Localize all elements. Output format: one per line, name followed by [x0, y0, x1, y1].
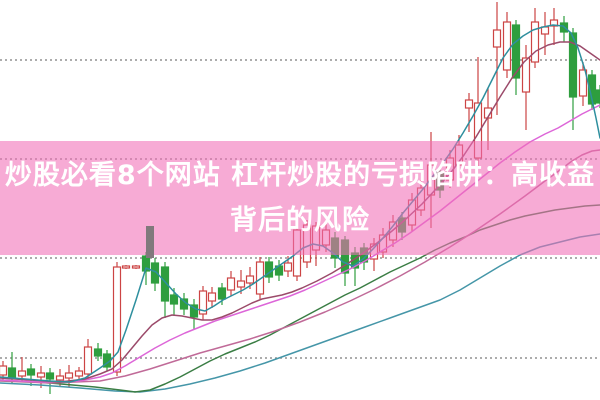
overlay-title-line2: 背后的风险	[230, 205, 370, 236]
overlay-title-line1: 炒股必看8个网站 杠杆炒股的亏损陷阱：高收益	[4, 160, 596, 191]
title-overlay-band: 炒股必看8个网站 杠杆炒股的亏损陷阱：高收益 背后的风险	[0, 141, 600, 255]
watermark-bar	[146, 226, 154, 258]
